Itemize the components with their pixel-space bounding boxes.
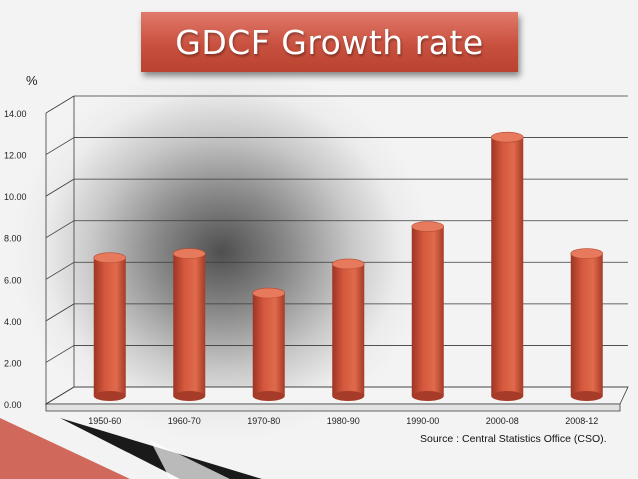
y-tick-label: 2.00 [4, 358, 22, 368]
bar-base [332, 391, 365, 401]
bar [93, 257, 126, 396]
bar-top [331, 258, 365, 270]
slide-title: GDCF Growth rate [175, 22, 484, 62]
y-tick-label: 10.00 [4, 192, 27, 202]
bar-top [172, 248, 206, 259]
x-tick-label: 2000-08 [486, 416, 519, 426]
gridline-diagonal [45, 386, 75, 405]
y-tick-label: 6.00 [4, 275, 22, 285]
x-tick-label: 2008-12 [565, 416, 598, 426]
y-tick-label: 8.00 [4, 234, 22, 244]
bar [411, 226, 444, 396]
bar-top [93, 252, 127, 264]
y-axis-unit-label: % [26, 73, 38, 88]
gridline-diagonal [45, 220, 75, 239]
y-tick-label: 4.00 [4, 317, 22, 327]
gridline-diagonal [45, 95, 75, 114]
bar-base [411, 391, 444, 401]
bar [252, 293, 285, 396]
gridline-diagonal [45, 178, 75, 197]
gridline-diagonal [45, 303, 75, 322]
x-tick-label: 1960-70 [168, 416, 201, 426]
bar-top [411, 221, 445, 232]
bar-base [93, 391, 126, 401]
bar-base [570, 391, 603, 401]
x-tick-label: 1950-60 [88, 416, 121, 426]
y-tick-label: 12.00 [4, 151, 27, 161]
title-banner: GDCF Growth rate [141, 12, 518, 72]
x-tick-label: 1970-80 [247, 416, 280, 426]
y-tick-label: 14.00 [4, 109, 27, 119]
bar [570, 253, 603, 396]
bar-top [570, 248, 604, 259]
bar-base [173, 391, 206, 401]
bar [491, 137, 524, 396]
source-note: Source : Central Statistics Office (CSO)… [420, 433, 607, 445]
x-tick-label: 1990-00 [406, 416, 439, 426]
y-tick-label: 0.00 [4, 400, 22, 410]
bar-top [490, 131, 524, 143]
bar-top [252, 287, 286, 299]
bar [332, 263, 365, 396]
chart-floor-edge [45, 403, 621, 412]
bar-base [491, 391, 524, 401]
gridline-diagonal [45, 261, 75, 280]
x-tick-label: 1980-90 [327, 416, 360, 426]
bar [173, 253, 206, 396]
bar-base [252, 391, 285, 401]
gridline-diagonal [45, 345, 75, 363]
gridline-diagonal [45, 137, 75, 155]
